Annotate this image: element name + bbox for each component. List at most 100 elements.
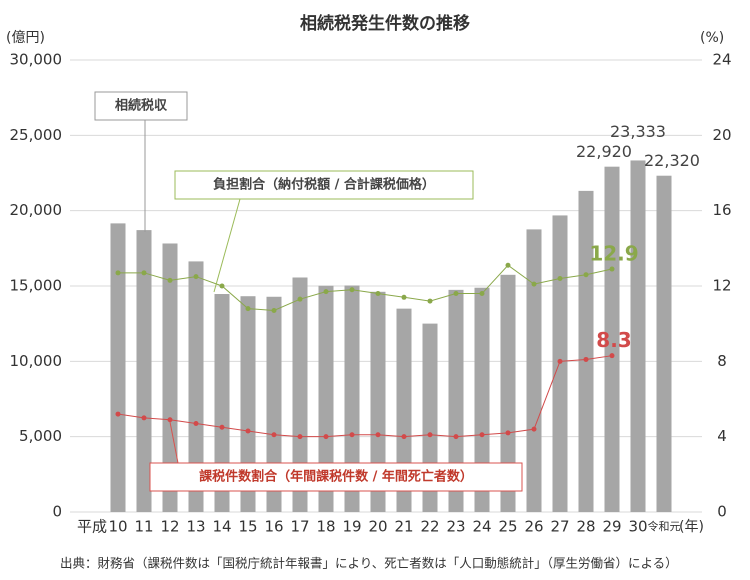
bar — [474, 287, 490, 512]
x-tick-label: 平成 — [77, 518, 107, 536]
point — [479, 291, 485, 297]
bar-value-label: 22,920 — [576, 142, 632, 161]
line-value-label: 12.9 — [589, 242, 638, 266]
x-tick-label: 24 — [472, 518, 491, 536]
x-tick-label: 21 — [394, 518, 413, 536]
x-tick-label: 11 — [134, 518, 153, 536]
chart-title: 相続税発生件数の推移 — [300, 13, 470, 34]
point — [245, 306, 251, 312]
y2-tick-label: 16 — [712, 201, 731, 219]
x-tick-label: 25 — [498, 518, 517, 536]
x-tick-label: 14 — [212, 518, 231, 536]
y-tick-label: 0 — [52, 503, 62, 521]
x-tick-label: 27 — [550, 518, 569, 536]
y2-tick-label: 8 — [717, 352, 727, 370]
legend-box — [94, 91, 188, 121]
point — [479, 432, 485, 438]
point — [193, 420, 199, 426]
x-tick-label: 15 — [238, 518, 257, 536]
point — [375, 432, 381, 438]
line-value-label: 8.3 — [596, 328, 631, 352]
point — [245, 428, 251, 434]
bar — [630, 160, 646, 512]
point — [167, 417, 173, 423]
bar — [292, 277, 308, 512]
y2-axis-label: (%) — [700, 30, 724, 46]
point — [609, 266, 615, 272]
x-tick-label: 17 — [290, 518, 309, 536]
bar — [214, 294, 230, 512]
point — [193, 274, 199, 280]
point — [297, 296, 303, 302]
bar — [266, 296, 282, 512]
point — [401, 294, 407, 300]
point — [323, 434, 329, 440]
point — [583, 272, 589, 278]
x-tick-label: 30 — [628, 518, 647, 536]
point — [141, 270, 147, 276]
bar — [396, 308, 412, 512]
y-tick-label: 20,000 — [10, 201, 63, 219]
x-axis-label: (年) — [679, 519, 704, 535]
x-tick-label: 16 — [264, 518, 283, 536]
x-tick-label: 19 — [342, 518, 361, 536]
y-tick-label: 5,000 — [19, 427, 62, 445]
bar — [448, 289, 464, 512]
y2-tick-label: 12 — [712, 277, 731, 295]
y-tick-label: 15,000 — [10, 277, 63, 295]
point — [531, 281, 537, 287]
x-tick-label: 12 — [160, 518, 179, 536]
point — [115, 270, 121, 276]
bar — [656, 175, 672, 512]
legend-label: 負担割合（納付税額 / 合計課税価格） — [213, 177, 435, 193]
bar — [604, 166, 620, 512]
point — [427, 432, 433, 438]
point — [609, 353, 615, 359]
point — [219, 283, 225, 289]
bar — [240, 296, 256, 512]
point — [115, 411, 121, 417]
y2-tick-label: 20 — [712, 126, 731, 144]
bar — [110, 223, 126, 512]
x-tick-label: 26 — [524, 518, 543, 536]
x-tick-label: 13 — [186, 518, 205, 536]
x-tick-label: 20 — [368, 518, 387, 536]
point — [167, 277, 173, 283]
x-tick-label: 23 — [446, 518, 465, 536]
bar — [526, 229, 542, 512]
source-note: 出典：財務省（課税件数は「国税庁統計年報書」により、死亡者数は「人口動態統計」（… — [60, 556, 678, 571]
x-tick-label: 令和元 — [648, 519, 681, 533]
y-axis-label: (億円) — [6, 30, 45, 46]
point — [349, 287, 355, 293]
y2-tick-label: 24 — [712, 51, 731, 69]
point — [505, 262, 511, 268]
point — [427, 298, 433, 304]
legend-label: 相続税収 — [115, 98, 168, 114]
point — [271, 307, 277, 313]
y-tick-label: 10,000 — [10, 352, 63, 370]
x-tick-label: 10 — [108, 518, 127, 536]
bar — [136, 230, 152, 512]
x-tick-label: 18 — [316, 518, 335, 536]
bar-value-label: 22,320 — [644, 151, 700, 170]
legend-box — [174, 170, 474, 200]
line — [118, 264, 613, 311]
y-tick-label: 30,000 — [10, 51, 63, 69]
point — [453, 434, 459, 440]
point — [531, 426, 537, 432]
point — [375, 291, 381, 297]
line — [117, 355, 613, 438]
point — [323, 289, 329, 295]
bar — [162, 243, 178, 512]
bar — [370, 291, 386, 512]
point — [219, 424, 225, 430]
y-tick-label: 25,000 — [10, 126, 63, 144]
bar — [500, 274, 516, 512]
point — [271, 432, 277, 438]
legend-box — [149, 462, 523, 492]
point — [349, 432, 355, 438]
point — [557, 358, 563, 364]
point — [297, 434, 303, 440]
bar-value-label: 23,333 — [610, 122, 666, 141]
